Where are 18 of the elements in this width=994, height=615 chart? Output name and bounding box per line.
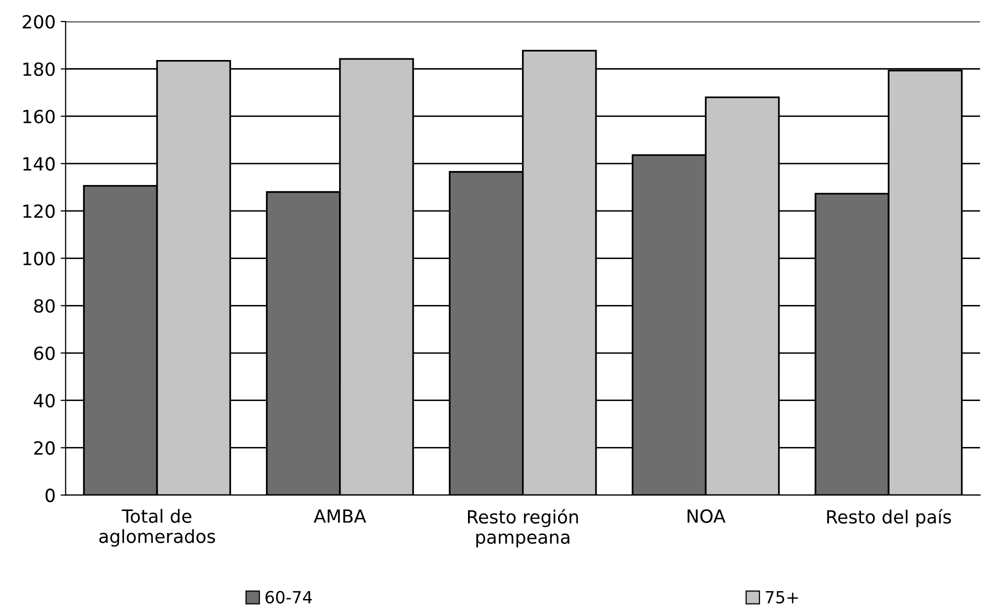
y-tick-label: 140	[23, 157, 55, 171]
y-tick-label: 180	[23, 62, 55, 76]
y-tick-label: 80	[34, 299, 55, 313]
x-tick-label: Resto del país	[827, 508, 951, 528]
y-tick-label: 160	[23, 110, 55, 124]
y-tick-label: 20	[34, 441, 55, 455]
y-tick-label: 60	[34, 346, 55, 360]
y-tick-label: 40	[34, 394, 55, 408]
y-tick-label: 0	[46, 488, 55, 502]
x-tick-label: AMBA	[314, 510, 366, 523]
x-tick-label: NOA	[688, 509, 726, 523]
x-tick-label: Total de aglomerados	[99, 508, 216, 547]
y-tick-label: 200	[22, 14, 55, 29]
x-tick-label: Resto región pampeana	[468, 508, 578, 548]
y-tick-label: 100	[23, 252, 55, 266]
legend-label: 75+	[766, 591, 798, 604]
legend-label: 60-74	[266, 590, 312, 604]
y-tick-label: 120	[23, 204, 55, 218]
